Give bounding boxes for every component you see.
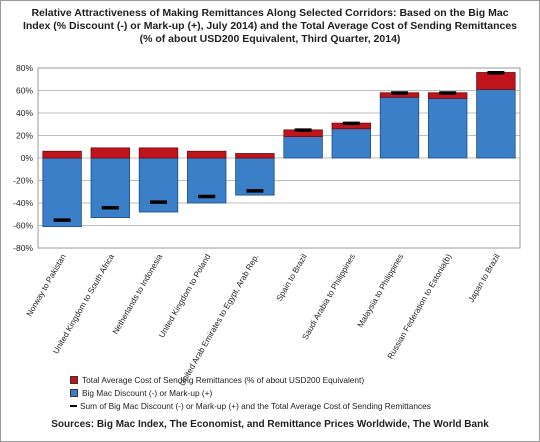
y-tick-label: 60% <box>16 86 33 96</box>
bar-cost <box>90 147 130 159</box>
legend-swatch-cost <box>70 375 78 384</box>
y-tick-label: -80% <box>13 243 33 253</box>
marker-sum <box>246 189 264 193</box>
bar-bigmac <box>42 157 82 228</box>
legend-item-bigmac: Big Mac Discount (-) or Mark-up (+) <box>70 386 431 399</box>
legend-dash-sum <box>70 404 77 407</box>
legend-label-sum: Sum of Big Mac Discount (-) or Mark-up (… <box>80 400 431 411</box>
bar-bigmac <box>331 128 371 159</box>
bar-bigmac <box>379 96 420 159</box>
marker-sum <box>342 121 360 126</box>
bar-bigmac <box>428 97 468 159</box>
chart-source-text: Sources: Big Mac Index, The Economist, a… <box>51 419 489 430</box>
bar-bigmac <box>138 157 179 213</box>
bar-cost <box>235 153 275 159</box>
legend-item-cost: Total Average Cost of Sending Remittance… <box>70 373 431 386</box>
legend-item-sum: Sum of Big Mac Discount (-) or Mark-up (… <box>70 399 431 412</box>
bar-bigmac <box>283 136 323 159</box>
plot-area-border <box>37 67 521 249</box>
y-tick-label: -40% <box>13 198 33 208</box>
bar-cost <box>138 147 179 159</box>
marker-sum <box>101 206 119 210</box>
x-category-label: Norway to Pakistan <box>25 252 68 318</box>
x-category-label: Saudi Arabia to Philippines <box>301 253 357 342</box>
chart-source: Sources: Big Mac Index, The Economist, a… <box>0 419 540 430</box>
legend-swatch-bigmac <box>70 388 78 397</box>
marker-sum <box>198 194 216 199</box>
x-category-label: Japan to Brazil <box>467 252 502 304</box>
y-tick-label: -60% <box>13 221 33 231</box>
x-category-label: United Kingdom to Poland <box>157 252 213 339</box>
y-tick-label: 40% <box>16 108 33 118</box>
bar-bigmac <box>235 157 275 196</box>
y-tick-label: 80% <box>16 63 33 73</box>
bar-cost <box>42 150 82 159</box>
legend-label-bigmac: Big Mac Discount (-) or Mark-up (+) <box>82 387 213 398</box>
bar-cost <box>187 150 227 159</box>
y-tick-label: 0% <box>21 153 34 163</box>
marker-sum <box>391 91 408 95</box>
marker-sum <box>487 71 505 75</box>
y-tick-label: 20% <box>16 131 33 141</box>
x-category-label: Spain to Brazil <box>275 252 309 302</box>
x-category-label: Netherlands to Indonesia <box>111 252 165 336</box>
marker-sum <box>53 218 71 222</box>
marker-sum <box>150 200 167 204</box>
legend-label-cost: Total Average Cost of Sending Remittance… <box>82 374 365 385</box>
marker-sum <box>439 91 457 95</box>
x-category-label: United Arab Emirates to Egypt, Arab Rep. <box>178 253 261 388</box>
chart-legend: Total Average Cost of Sending Remittance… <box>70 373 431 412</box>
y-tick-label: -20% <box>13 176 33 186</box>
bar-bigmac <box>476 88 516 159</box>
marker-sum <box>294 128 312 132</box>
chart-title: Relative Attractiveness of Making Remitt… <box>22 7 518 45</box>
x-category-label: Malaysia to Philippines <box>356 253 405 330</box>
bar-cost <box>476 72 516 90</box>
